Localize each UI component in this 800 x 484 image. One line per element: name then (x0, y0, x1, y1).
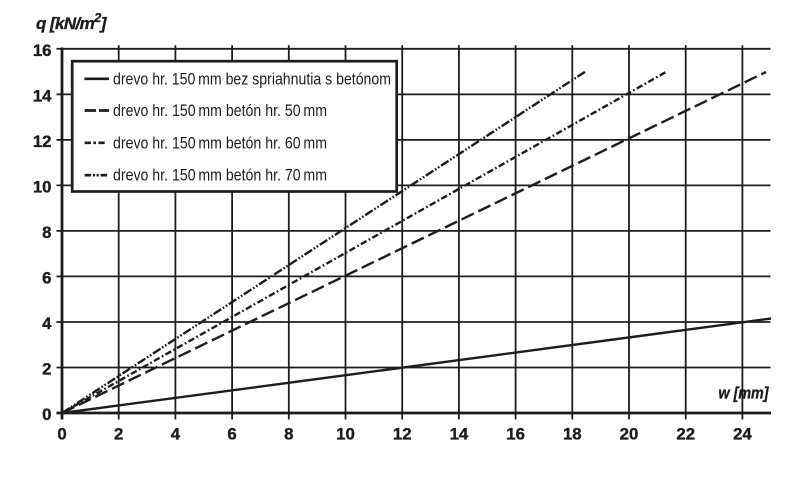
svg-text:drevo hr. 150 mm betón hr. 60: drevo hr. 150 mm betón hr. 60 mm (113, 134, 327, 152)
svg-text:2: 2 (114, 425, 123, 444)
svg-text:drevo hr. 150 mm bez spriahnut: drevo hr. 150 mm bez spriahnutia s betón… (113, 71, 391, 89)
svg-text:16: 16 (33, 41, 52, 60)
svg-text:14: 14 (450, 425, 469, 444)
svg-text:12: 12 (393, 425, 412, 444)
svg-text:0: 0 (42, 405, 51, 424)
svg-text:24: 24 (733, 425, 752, 444)
svg-text:0: 0 (57, 425, 66, 444)
svg-text:12: 12 (33, 132, 52, 151)
svg-text:6: 6 (227, 425, 236, 444)
svg-text:2: 2 (42, 360, 51, 379)
svg-text:w [mm]: w [mm] (719, 384, 770, 403)
svg-text:10: 10 (336, 425, 355, 444)
svg-text:18: 18 (563, 425, 582, 444)
svg-text:drevo hr. 150 mm betón hr. 70: drevo hr. 150 mm betón hr. 70 mm (113, 167, 327, 185)
svg-text:8: 8 (42, 223, 51, 242)
svg-text:q [kN/m2]: q [kN/m2] (36, 10, 108, 33)
svg-text:6: 6 (42, 269, 51, 288)
svg-text:8: 8 (284, 425, 293, 444)
svg-text:drevo hr. 150 mm betón hr. 50: drevo hr. 150 mm betón hr. 50 mm (113, 102, 327, 120)
svg-text:20: 20 (620, 425, 639, 444)
svg-text:22: 22 (676, 425, 695, 444)
svg-text:4: 4 (171, 425, 181, 444)
svg-text:14: 14 (33, 87, 52, 106)
svg-text:16: 16 (506, 425, 525, 444)
svg-text:10: 10 (33, 178, 52, 197)
svg-text:4: 4 (42, 314, 52, 333)
